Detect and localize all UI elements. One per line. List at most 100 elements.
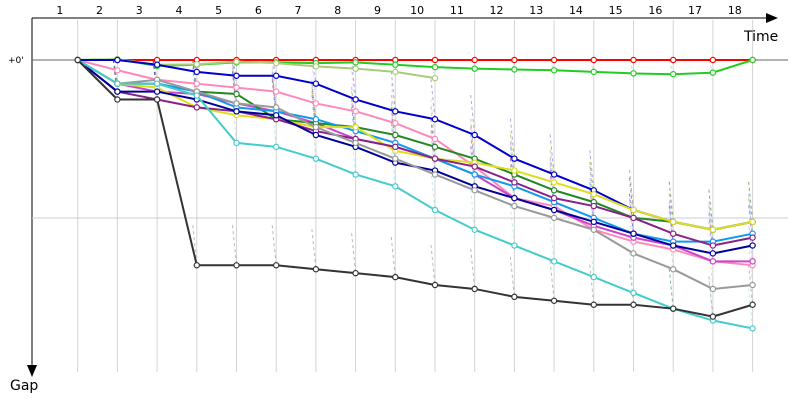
- series-point: [392, 131, 399, 139]
- series-connector: [549, 134, 555, 175]
- series-point: [670, 218, 677, 226]
- series-point: [114, 80, 121, 87]
- series-connector: [232, 71, 237, 112]
- y-axis-arrow: [27, 365, 37, 377]
- series-point: [273, 88, 280, 95]
- series-point: [431, 206, 439, 214]
- series-point: [233, 108, 240, 115]
- series-connector: [668, 181, 674, 222]
- x-tick-label: 12: [490, 4, 504, 17]
- series-point: [352, 269, 359, 277]
- series-point: [352, 139, 359, 147]
- x-tick-label: 13: [529, 4, 543, 17]
- series-point: [312, 116, 320, 123]
- series-point: [630, 230, 637, 237]
- series-line: [77, 59, 753, 247]
- series-point: [114, 96, 121, 103]
- series-point: [431, 63, 439, 71]
- series-point: [193, 92, 200, 99]
- series-connector: [430, 106, 436, 147]
- series-point: [590, 273, 598, 281]
- series-point: [352, 65, 359, 72]
- series-point: [312, 80, 320, 87]
- series-connector: [509, 142, 515, 183]
- series-point: [233, 90, 240, 98]
- series-point: [670, 242, 677, 249]
- series-point: [550, 187, 558, 194]
- series-point: [550, 179, 558, 186]
- series-connector: [509, 146, 515, 187]
- series-connector: [351, 87, 357, 128]
- x-tick-label: 11: [450, 4, 464, 17]
- series-connector: [470, 134, 476, 175]
- series-point: [114, 67, 121, 74]
- series-point: [431, 155, 439, 162]
- x-tick-label: 8: [334, 4, 341, 17]
- series-connector: [629, 169, 634, 211]
- series-connector: [589, 189, 595, 230]
- series-point: [273, 72, 280, 79]
- series-connector: [390, 118, 396, 159]
- series-connector: [470, 94, 476, 136]
- series-point: [511, 202, 518, 210]
- x-tick-label: 2: [96, 4, 103, 17]
- series-point: [550, 297, 558, 304]
- series-connector: [351, 98, 357, 139]
- series-line: [77, 59, 753, 267]
- series-connector: [390, 106, 396, 147]
- series-point: [471, 226, 478, 233]
- series-connector: [549, 260, 555, 301]
- x-tick-label: 1: [56, 4, 63, 17]
- series-point: [471, 56, 478, 64]
- x-tick-label: 5: [215, 4, 222, 17]
- series-point: [749, 56, 756, 64]
- series-connector: [509, 158, 515, 199]
- series-point: [511, 155, 518, 162]
- series-connector: [430, 169, 436, 211]
- series-point: [471, 285, 478, 293]
- series-connector: [549, 142, 555, 183]
- series-connector: [470, 122, 476, 163]
- series-point: [273, 262, 280, 269]
- series-point: [550, 194, 558, 202]
- series-point: [114, 56, 121, 64]
- series-connector: [390, 110, 396, 151]
- series-point: [114, 88, 121, 95]
- x-tick-label: 18: [728, 4, 742, 17]
- series-point: [550, 258, 558, 265]
- series-connector: [390, 146, 396, 187]
- zero-label: +0': [8, 56, 24, 66]
- series-connector: [390, 106, 396, 147]
- series-point: [392, 143, 399, 151]
- series-connector: [430, 79, 436, 120]
- series-connector: [708, 205, 714, 246]
- series-point: [193, 104, 200, 111]
- series-point: [392, 61, 399, 68]
- series-connector: [748, 205, 754, 246]
- x-tick-label: 4: [175, 4, 182, 17]
- series-connector: [668, 181, 674, 222]
- series-point: [352, 96, 359, 103]
- series-connector: [271, 67, 277, 108]
- x-tick-label: 9: [374, 4, 381, 17]
- series-point: [273, 112, 280, 119]
- series-point: [590, 191, 598, 198]
- series-point: [709, 258, 717, 265]
- series-point: [431, 171, 439, 178]
- series-point: [709, 226, 717, 233]
- series-point: [749, 242, 756, 249]
- series-point: [749, 301, 756, 308]
- series-point: [431, 281, 439, 289]
- series-connector: [470, 118, 476, 159]
- series-connector: [509, 158, 515, 199]
- series-point: [709, 69, 717, 76]
- series-point: [709, 285, 717, 293]
- series-point: [233, 100, 240, 107]
- series-point: [153, 96, 161, 103]
- series-point: [709, 313, 717, 320]
- series-connector: [708, 59, 714, 73]
- series-connector: [668, 205, 674, 246]
- series-point: [312, 155, 320, 162]
- series-point: [312, 131, 320, 139]
- series-connector: [748, 181, 754, 222]
